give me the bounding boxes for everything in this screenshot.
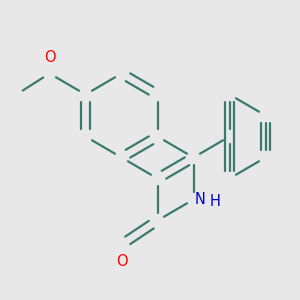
Text: O: O: [44, 50, 55, 64]
Text: N: N: [195, 192, 206, 207]
Text: H: H: [210, 194, 221, 208]
Text: O: O: [116, 254, 127, 268]
